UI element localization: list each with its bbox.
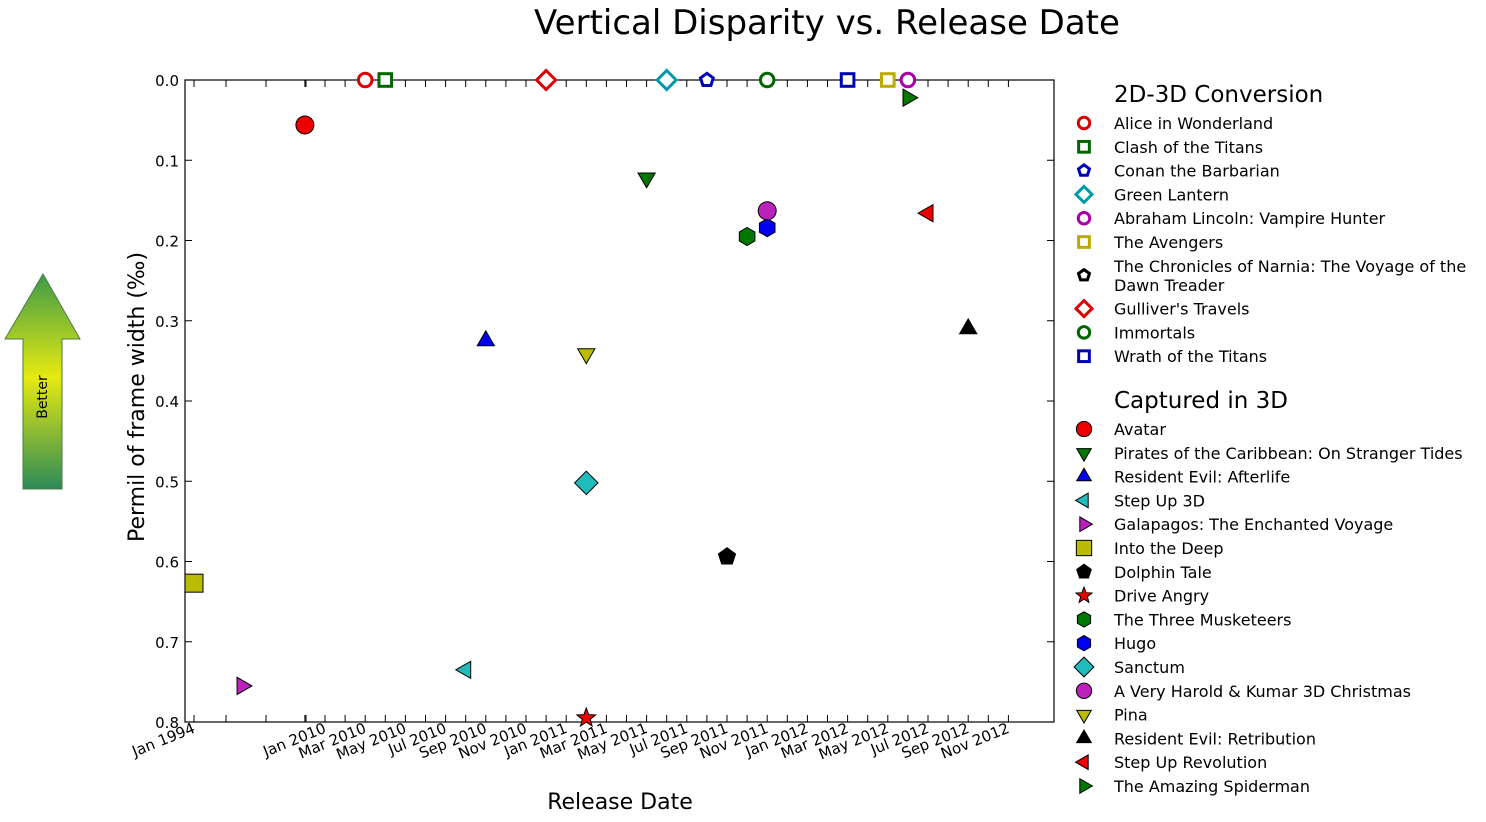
legend-marker-drive-angry <box>1074 585 1094 604</box>
point-resident-evil-retribution <box>958 317 978 335</box>
y-tick-label: 0.6 <box>155 554 179 572</box>
point-pina <box>576 348 596 365</box>
legend-entry-resident-evil-retribution: Resident Evil: Retribution <box>1114 729 1316 748</box>
legend-entry-dolphin-tale: Dolphin Tale <box>1114 563 1212 582</box>
legend-marker-abraham-lincoln-vampire-hunter <box>1076 210 1092 226</box>
point-step-up-revolution <box>917 203 934 223</box>
legend-group-title: Captured in 3D <box>1114 388 1288 414</box>
legend-entry-step-up-revolution: Step Up Revolution <box>1114 753 1267 772</box>
legend-marker-the-three-musketeers <box>1076 611 1092 628</box>
legend-marker-resident-evil-afterlife <box>1075 467 1093 482</box>
legend-group-title: 2D-3D Conversion <box>1114 82 1323 108</box>
legend-marker-resident-evil-retribution <box>1075 729 1093 744</box>
legend-marker-gulliver-s-travels <box>1073 298 1095 319</box>
point-gulliver-s-travels <box>534 68 558 92</box>
legend-entry-galapagos-the-enchanted-voyage: Galapagos: The Enchanted Voyage <box>1114 515 1393 534</box>
legend-marker-conan-the-barbarian <box>1076 163 1092 177</box>
legend-entry-immortals: Immortals <box>1114 323 1195 342</box>
legend-entry-avatar: Avatar <box>1114 420 1166 439</box>
legend-entry-the-three-musketeers: The Three Musketeers <box>1113 610 1291 629</box>
legend-entry-the-chronicles-of-narnia-the-voyage-of-the-dawn-treader: The Chronicles of Narnia: The Voyage of … <box>1113 257 1466 276</box>
legend-entry-the-amazing-spiderman: The Amazing Spiderman <box>1113 777 1310 796</box>
legend-marker-the-avengers <box>1077 235 1091 249</box>
legend-entry-the-chronicles-of-narnia-the-voyage-of-the-dawn-treader: Dawn Treader <box>1114 276 1225 295</box>
point-green-lantern <box>655 68 679 92</box>
point-resident-evil-afterlife <box>476 329 496 347</box>
y-tick-label: 0.2 <box>155 233 179 251</box>
y-tick-label: 0.8 <box>155 714 179 732</box>
legend-marker-green-lantern <box>1073 184 1095 205</box>
legend-entry-hugo: Hugo <box>1114 634 1156 653</box>
point-wrath-of-the-titans <box>839 72 856 88</box>
point-alice-in-wonderland <box>356 71 374 89</box>
point-galapagos-the-enchanted-voyage <box>236 676 253 696</box>
point-a-very-harold-kumar-3d-christmas <box>757 201 777 221</box>
legend-entry-the-avengers: The Avengers <box>1113 233 1223 252</box>
point-sanctum <box>573 470 599 496</box>
y-tick-label: 0.1 <box>155 152 179 170</box>
legend-marker-a-very-harold-kumar-3d-christmas <box>1075 682 1093 699</box>
better-arrow: Better <box>4 272 81 490</box>
legend-entry-pina: Pina <box>1114 706 1148 725</box>
legend-entry-pirates-of-the-caribbean-on-stranger-tides: Pirates of the Caribbean: On Stranger Ti… <box>1114 444 1463 463</box>
legend-marker-dolphin-tale <box>1076 563 1092 579</box>
point-the-avengers <box>880 72 896 88</box>
legend-entry-clash-of-the-titans: Clash of the Titans <box>1114 138 1263 157</box>
x-axis-label: Release Date <box>547 790 693 815</box>
y-tick-label: 0.0 <box>155 72 179 90</box>
plot-frame <box>184 79 1055 723</box>
point-the-amazing-spiderman <box>902 88 919 108</box>
legend-marker-the-amazing-spiderman <box>1079 777 1094 795</box>
legend-marker-wrath-of-the-titans <box>1077 349 1091 364</box>
legend-entry-green-lantern: Green Lantern <box>1114 185 1229 204</box>
y-tick-label: 0.4 <box>155 393 179 411</box>
legend-marker-galapagos-the-enchanted-voyage <box>1079 516 1094 533</box>
point-into-the-deep <box>184 573 204 593</box>
legend-marker-immortals <box>1076 325 1092 340</box>
legend-marker-the-chronicles-of-narnia-the-voyage-of-the-dawn-treader <box>1076 267 1092 282</box>
legend-entry-abraham-lincoln-vampire-hunter: Abraham Lincoln: Vampire Hunter <box>1114 209 1386 228</box>
point-conan-the-barbarian <box>698 71 716 87</box>
point-immortals <box>758 71 776 89</box>
legend-marker-alice-in-wonderland <box>1076 115 1092 131</box>
legend-entry-sanctum: Sanctum <box>1114 658 1185 677</box>
legend-entry-a-very-harold-kumar-3d-christmas: A Very Harold & Kumar 3D Christmas <box>1114 682 1411 701</box>
legend-entry-wrath-of-the-titans: Wrath of the Titans <box>1114 347 1267 366</box>
y-tick-label: 0.5 <box>155 473 179 491</box>
legend-marker-pirates-of-the-caribbean-on-stranger-tides <box>1075 448 1093 463</box>
legend-entry-alice-in-wonderland: Alice in Wonderland <box>1114 114 1273 133</box>
point-drive-angry <box>575 706 598 728</box>
point-avatar <box>295 115 315 135</box>
better-arrow-label: Better <box>35 375 51 419</box>
legend-marker-into-the-deep <box>1075 539 1093 557</box>
legend-marker-avatar <box>1075 420 1093 438</box>
point-abraham-lincoln-vampire-hunter <box>899 71 917 89</box>
point-the-three-musketeers <box>738 226 756 247</box>
legend-marker-step-up-3d <box>1074 492 1089 509</box>
legend-entry-step-up-3d: Step Up 3D <box>1114 491 1205 510</box>
legend-marker-sanctum <box>1073 656 1095 678</box>
point-dolphin-tale <box>717 547 737 565</box>
legend-entry-gulliver-s-travels: Gulliver's Travels <box>1114 300 1249 319</box>
legend-marker-clash-of-the-titans <box>1077 139 1091 154</box>
point-pirates-of-the-caribbean-on-stranger-tides <box>637 172 657 189</box>
point-clash-of-the-titans <box>377 72 394 88</box>
point-hugo <box>758 218 776 238</box>
legend-marker-hugo <box>1076 634 1092 652</box>
legend-entry-into-the-deep: Into the Deep <box>1114 539 1224 558</box>
y-tick-label: 0.7 <box>155 634 179 652</box>
chart-title: Vertical Disparity vs. Release Date <box>534 3 1120 43</box>
point-step-up-3d <box>454 660 472 680</box>
y-axis-label: Permil of frame width (‰) <box>125 252 150 542</box>
y-tick-label: 0.3 <box>155 313 179 331</box>
legend-entry-resident-evil-afterlife: Resident Evil: Afterlife <box>1114 468 1290 487</box>
legend-marker-pina <box>1075 709 1093 724</box>
legend-entry-conan-the-barbarian: Conan the Barbarian <box>1114 162 1280 181</box>
legend-entry-drive-angry: Drive Angry <box>1114 587 1209 606</box>
legend-marker-step-up-revolution <box>1074 754 1089 771</box>
